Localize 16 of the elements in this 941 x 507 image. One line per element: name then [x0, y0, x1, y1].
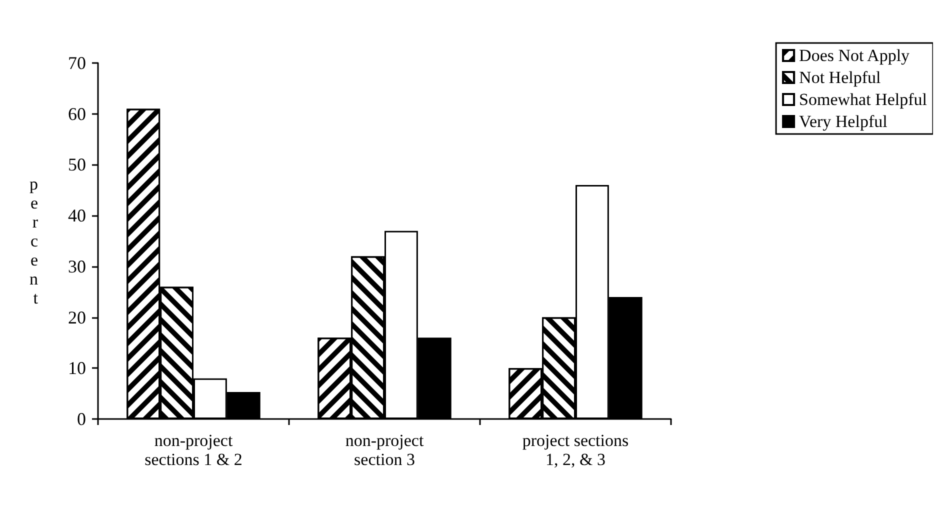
x-tick-label: non-project section 3 [345, 431, 424, 469]
legend-label: Very Helpful [799, 112, 888, 131]
y-tick-label: 30 [68, 256, 86, 276]
legend-label: Not Helpful [799, 68, 882, 87]
legend-label: Somewhat Helpful [799, 90, 928, 109]
y-tick-label: 50 [68, 154, 86, 175]
y-tick-label: 10 [68, 358, 86, 378]
y-tick-label: 60 [68, 104, 86, 124]
y-tick-label: 70 [68, 53, 86, 73]
x-tick-label: non-project sections 1 & 2 [144, 431, 242, 469]
x-tick-label: project sections 1, 2, & 3 [522, 431, 629, 469]
legend-label: Does Not Apply [799, 46, 910, 65]
y-tick-label: 0 [77, 409, 86, 429]
y-tick-label: 40 [68, 206, 86, 226]
y-axis-title: percent [30, 174, 38, 308]
y-tick-label: 20 [68, 307, 86, 328]
